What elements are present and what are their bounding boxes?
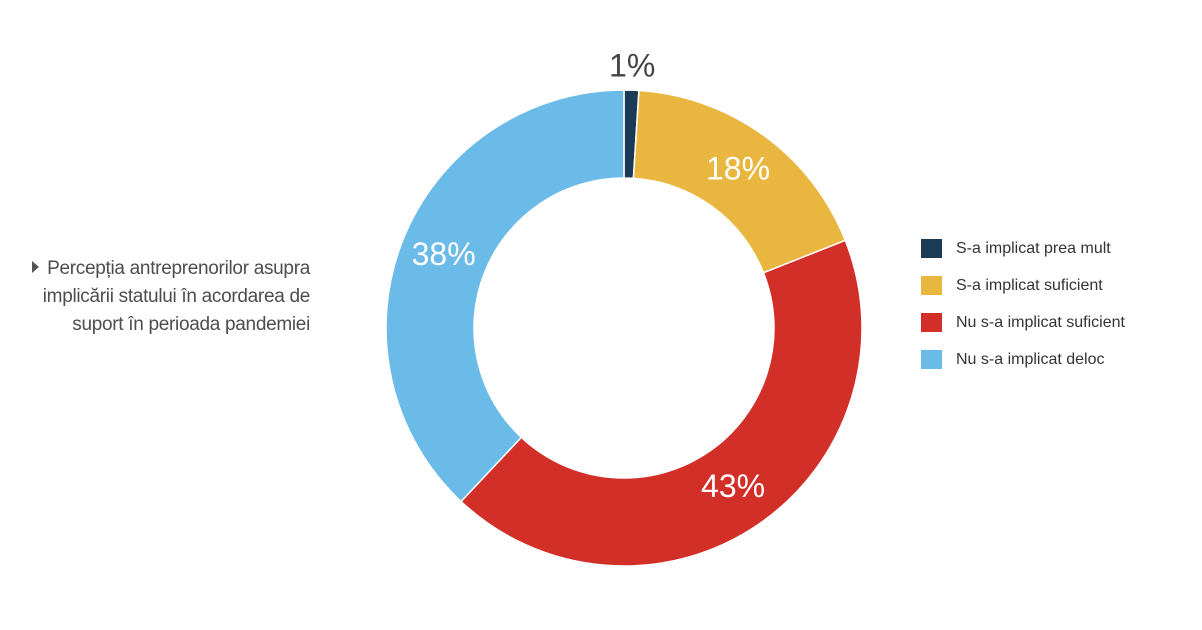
donut-slice: [460, 239, 863, 567]
legend-label: Nu s-a implicat deloc: [956, 350, 1105, 368]
legend-swatch: [921, 350, 942, 369]
chart-caption: Percepția antreprenorilor asupra implică…: [30, 255, 310, 339]
legend-item: S-a implicat suficient: [921, 267, 1125, 304]
slice-value-label: 43%: [701, 468, 765, 504]
caption-text: Percepția antreprenorilor asupra implică…: [42, 258, 311, 335]
legend-label: S-a implicat prea mult: [956, 239, 1111, 257]
legend-item: Nu s-a implicat suficient: [921, 304, 1125, 341]
slice-value-label: 18%: [706, 151, 770, 187]
caption-arrow-icon: [32, 261, 40, 273]
legend-item: Nu s-a implicat deloc: [921, 341, 1125, 378]
legend-swatch: [921, 276, 942, 295]
chart-legend: S-a implicat prea mult S-a implicat sufic…: [921, 230, 1125, 378]
slice-value-label: 1%: [609, 48, 655, 84]
donut-slice: [385, 89, 625, 503]
legend-label: Nu s-a implicat suficient: [956, 313, 1125, 331]
legend-swatch: [921, 313, 942, 332]
slice-value-label: 38%: [412, 236, 476, 272]
legend-swatch: [921, 239, 942, 258]
legend-label: S-a implicat suficient: [956, 276, 1103, 294]
legend-item: S-a implicat prea mult: [921, 230, 1125, 267]
